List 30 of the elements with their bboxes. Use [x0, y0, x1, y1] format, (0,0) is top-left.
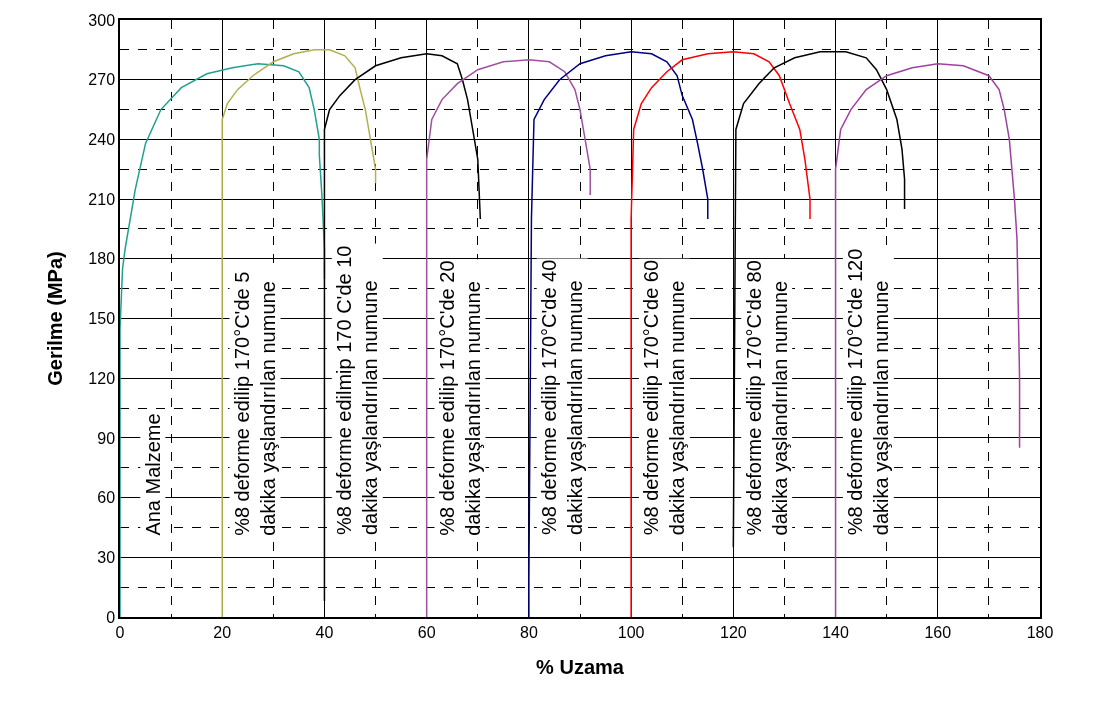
text: %8 deforme edilip 170°C'de 120 dakika yaşlandırılan numune [844, 248, 893, 536]
y-tick-label: 60 [97, 489, 116, 507]
x-tick-label: 100 [617, 623, 645, 641]
y-axis-title: Gerilme (MPa) [44, 251, 67, 386]
x-tick-label: 160 [924, 623, 952, 641]
x-tick-label: 60 [417, 623, 436, 641]
text: %8 deforme edilip 170°C'de 40 dakika yaşlandırılan numune [538, 259, 587, 536]
text: %8 deforme edilip 170°C'de 80 dakika yaşlandırılan numune [742, 260, 791, 536]
y-tick-label: 30 [97, 548, 116, 566]
x-tick-label: 80 [519, 623, 538, 641]
text: %8 deforme edilip 170°C'de 20 dakika yaşlandırılan numune [435, 260, 484, 536]
y-tick-label: 300 [88, 11, 116, 29]
y-tick-label: 180 [88, 250, 116, 268]
x-tick-label: 120 [719, 623, 747, 641]
y-tick-label: 270 [88, 71, 116, 89]
text: %8 deforme edilmip 170 C'de 10 dakika yaşlandırılan numune [333, 245, 382, 536]
x-axis-title: % Uzama [536, 655, 625, 678]
y-tick-label: 240 [88, 131, 116, 148]
x-tick-label: 40 [315, 623, 334, 641]
x-tick-label: 20 [213, 623, 232, 641]
y-tick-label: 150 [88, 310, 116, 328]
text: Ana Malzeme [141, 413, 164, 536]
y-tick-label: 90 [97, 429, 116, 447]
text: %8 deforme edilip 170°C'de 5 dakika yaşlandırılan numune [231, 271, 280, 536]
y-tick-label: 0 [106, 608, 116, 626]
x-tick-label: 180 [1026, 623, 1054, 641]
text: %8 deforme edilip 170°C'de 60 dakika yaşlandırılan numune [640, 259, 689, 536]
x-tick-label: 140 [822, 623, 850, 641]
y-tick-label: 210 [88, 190, 116, 208]
y-tick-label: 120 [88, 369, 116, 387]
